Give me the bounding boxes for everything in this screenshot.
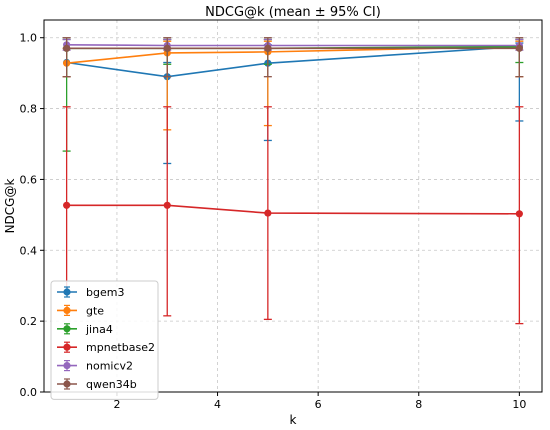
data-point xyxy=(515,210,523,218)
y-tick-label: 0.4 xyxy=(20,244,38,257)
x-tick-label: 4 xyxy=(214,398,221,411)
x-tick-label: 6 xyxy=(315,398,322,411)
data-point xyxy=(264,209,272,217)
legend-item-mpnetbase2: mpnetbase2 xyxy=(57,341,155,354)
y-axis-label: NDCG@k xyxy=(3,179,17,234)
data-point xyxy=(163,44,171,52)
legend-label: gte xyxy=(86,304,104,317)
series-line xyxy=(66,45,520,65)
legend-item-gte: gte xyxy=(57,304,104,317)
series-line xyxy=(66,45,520,78)
data-point xyxy=(63,44,71,52)
legend-label: jina4 xyxy=(85,323,113,336)
axis-ticks: 2 4 6 8 10 0.0 0.2 0.4 0.6 0.8 1.0 xyxy=(20,32,527,411)
legend-item-nomicv2: nomicv2 xyxy=(57,360,133,373)
legend-label: mpnetbase2 xyxy=(86,341,155,354)
series-layer xyxy=(62,37,524,325)
chart-title: NDCG@k (mean ± 95% CI) xyxy=(205,5,381,20)
series-line xyxy=(66,204,520,215)
x-tick-label: 10 xyxy=(512,398,526,411)
legend-marker xyxy=(63,325,71,333)
legend-item-jina4: jina4 xyxy=(57,323,113,336)
data-point xyxy=(63,201,71,209)
legend-marker xyxy=(63,343,71,351)
legend-label: bgem3 xyxy=(86,286,124,299)
series-qwen34b xyxy=(62,37,524,78)
x-axis-label: k xyxy=(290,413,297,427)
y-tick-label: 0.0 xyxy=(20,386,38,399)
data-point xyxy=(264,44,272,52)
legend-marker xyxy=(63,380,71,388)
legend-marker xyxy=(63,362,71,370)
y-tick-label: 1.0 xyxy=(20,32,38,45)
y-tick-label: 0.8 xyxy=(20,103,38,116)
data-point xyxy=(515,44,523,52)
legend-label: qwen34b xyxy=(86,378,137,391)
data-point xyxy=(163,201,171,209)
legend-marker xyxy=(63,306,71,314)
x-tick-label: 2 xyxy=(113,398,120,411)
plot-frame xyxy=(43,19,543,393)
series-line xyxy=(66,44,520,47)
legend-box xyxy=(50,280,159,400)
legend-marker xyxy=(63,288,71,296)
legend-label: nomicv2 xyxy=(86,360,133,373)
legend-item-qwen34b: qwen34b xyxy=(57,378,137,391)
x-tick-label: 8 xyxy=(415,398,422,411)
series-mpnetbase2 xyxy=(62,106,524,325)
legend-item-bgem3: bgem3 xyxy=(57,286,124,299)
y-tick-label: 0.2 xyxy=(20,315,38,328)
y-tick-label: 0.6 xyxy=(20,173,38,186)
legend: bgem3 gte jina4 mpnetbase2 nomicv2 qwen34b xyxy=(50,280,159,400)
